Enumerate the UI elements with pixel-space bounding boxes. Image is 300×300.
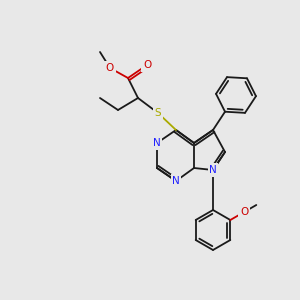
Text: S: S xyxy=(155,108,161,118)
Text: O: O xyxy=(106,63,114,73)
Text: N: N xyxy=(209,165,217,175)
Text: N: N xyxy=(153,138,161,148)
Text: N: N xyxy=(172,176,180,186)
Text: O: O xyxy=(143,60,151,70)
Text: O: O xyxy=(240,207,248,217)
